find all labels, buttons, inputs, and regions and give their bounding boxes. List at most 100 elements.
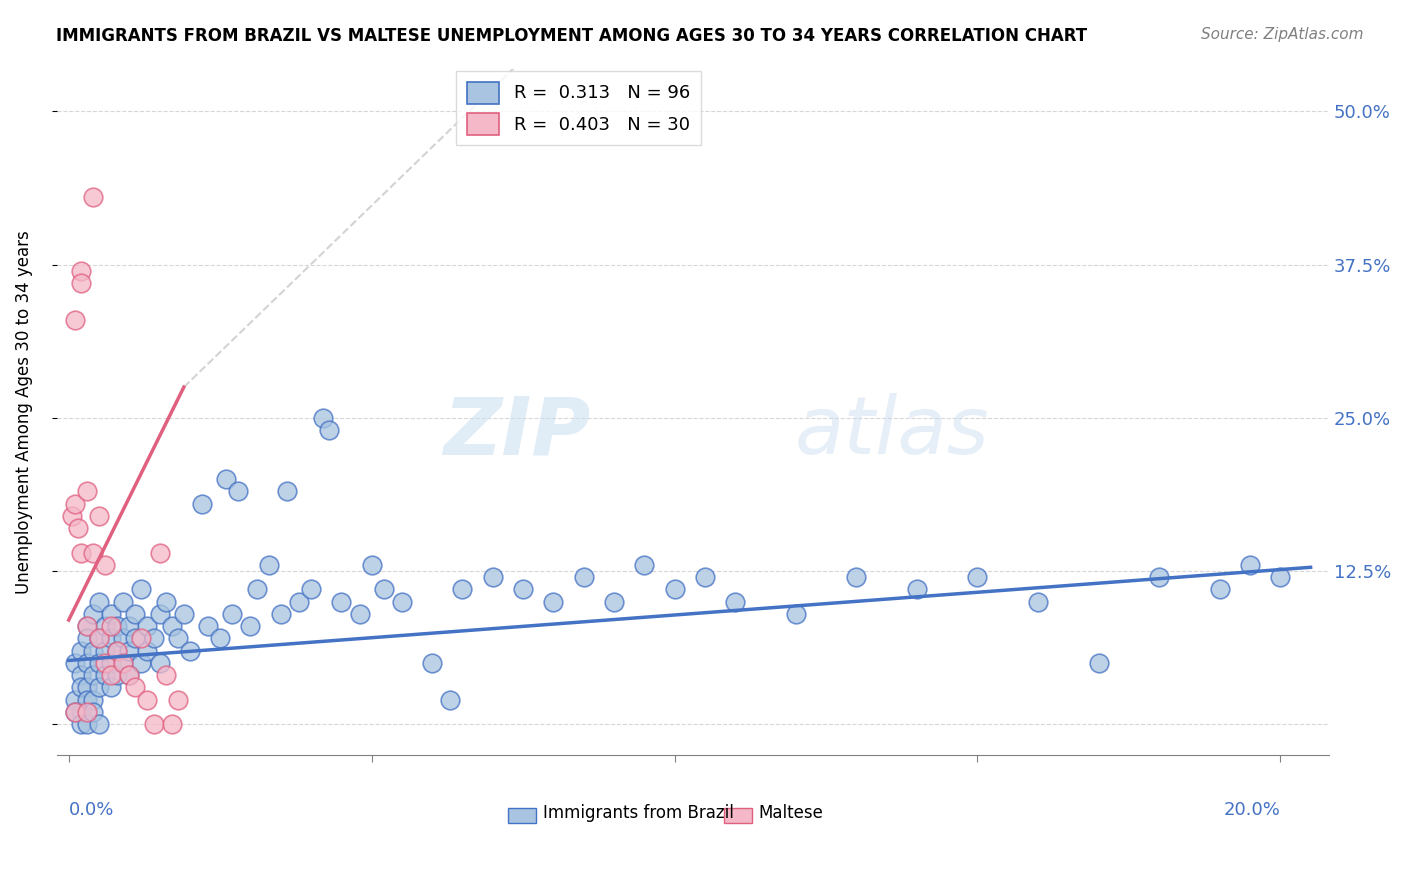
Point [693,570,716,584]
Point [100,607,122,621]
Text: Source: ZipAtlas.com: Source: ZipAtlas.com [1201,27,1364,42]
FancyBboxPatch shape [508,808,536,823]
Point [149,607,172,621]
Point [221,607,243,621]
Point [87,632,110,646]
Point [112,632,135,646]
Point [76,619,98,633]
Point [82,668,104,682]
Point [155,594,177,608]
Point [299,582,322,597]
Point [845,570,868,584]
Point [87,632,110,646]
Point [1209,582,1232,597]
Point [94,668,117,682]
Point [905,582,928,597]
Point [100,681,122,695]
Text: atlas: atlas [794,393,990,471]
Point [118,643,141,657]
Point [63,692,86,706]
Point [1270,570,1292,584]
Point [373,582,395,597]
Point [724,594,747,608]
Point [603,594,626,608]
Point [1239,558,1261,572]
Point [276,484,298,499]
Point [142,717,165,731]
Point [166,692,188,706]
Point [209,632,232,646]
Point [215,472,238,486]
Point [136,619,159,633]
Point [136,643,159,657]
Point [60,508,83,523]
Point [131,582,153,597]
Point [1147,570,1170,584]
Point [87,656,110,670]
Point [149,656,172,670]
Point [87,508,110,523]
Point [94,558,117,572]
Point [87,681,110,695]
Point [257,558,280,572]
Point [131,632,153,646]
Point [118,619,141,633]
Point [63,312,86,326]
Point [69,705,91,719]
Point [664,582,686,597]
Point [76,717,98,731]
Point [239,619,262,633]
Point [439,692,461,706]
Point [76,656,98,670]
Point [136,692,159,706]
Point [149,545,172,559]
Point [155,668,177,682]
Point [166,632,188,646]
Point [349,607,371,621]
Y-axis label: Unemployment Among Ages 30 to 34 years: Unemployment Among Ages 30 to 34 years [15,230,32,593]
Point [105,619,128,633]
Point [1087,656,1109,670]
Legend: R =  0.313   N = 96, R =  0.403   N = 30: R = 0.313 N = 96, R = 0.403 N = 30 [456,70,700,145]
Point [100,619,122,633]
Point [63,705,86,719]
Point [82,692,104,706]
Point [87,717,110,731]
Point [312,410,335,425]
Point [76,681,98,695]
Point [633,558,655,572]
Point [131,656,153,670]
Point [420,656,443,670]
Point [391,594,413,608]
FancyBboxPatch shape [724,808,752,823]
Point [69,668,91,682]
Text: Maltese: Maltese [759,804,824,822]
Point [69,545,91,559]
Point [288,594,311,608]
Point [69,276,91,290]
Point [100,632,122,646]
Point [112,594,135,608]
Point [63,497,86,511]
Point [270,607,292,621]
Point [63,656,86,670]
Point [69,681,91,695]
Point [76,619,98,633]
Point [69,264,91,278]
Text: 20.0%: 20.0% [1223,801,1281,820]
Point [451,582,474,597]
Point [966,570,988,584]
Point [142,632,165,646]
Point [191,497,214,511]
Point [82,705,104,719]
Point [82,190,104,204]
Point [112,656,135,670]
Text: ZIP: ZIP [443,393,591,471]
Point [245,582,267,597]
Point [318,423,340,437]
Point [69,643,91,657]
Point [105,668,128,682]
Point [124,632,146,646]
Point [572,570,595,584]
Point [785,607,807,621]
